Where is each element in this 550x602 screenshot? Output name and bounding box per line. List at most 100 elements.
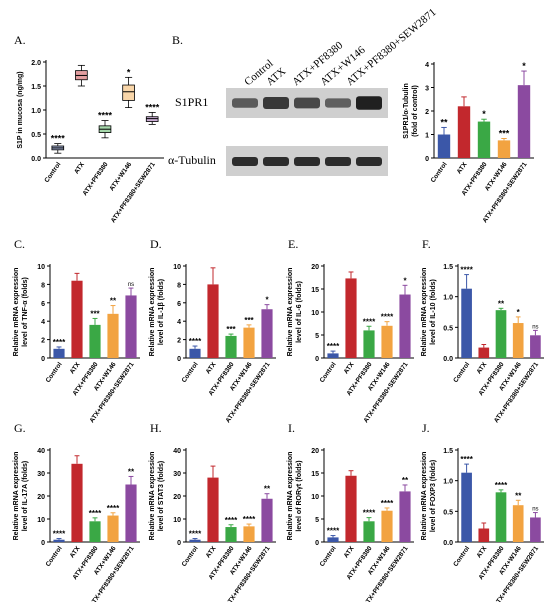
chart-panel-g: 0 10 20 30 40 Relative mRNA expression level o… (13, 448, 140, 602)
y-tick-label: 3 (425, 86, 429, 93)
chart-panel-j: 0.0 0.5 1.0 1.5 Relative mRNA expression leve… (421, 448, 544, 602)
bar (89, 521, 101, 542)
y-tick-label: 4 (41, 319, 45, 326)
panel-label-g: G. (14, 421, 26, 435)
bar (225, 527, 237, 542)
tubulin-band (232, 157, 258, 166)
x-tick-label: ATX (69, 361, 82, 376)
y-axis-label: Relative mRNA expression level of TNF-α (… (13, 268, 29, 357)
bar (363, 521, 375, 542)
bar (461, 472, 472, 542)
y-axis-label-line: level of RORγt (folds) (296, 460, 303, 531)
x-tick-label: Control (181, 545, 200, 568)
chart-panel-c: 0 2 4 6 8 10 Relative mRNA expression level of … (13, 264, 140, 424)
significance-marker: **** (363, 509, 376, 518)
bar (437, 134, 451, 158)
y-tick-label: 0 (177, 356, 181, 363)
y-tick-label: 20 (37, 494, 45, 501)
y-tick-label: 0.0 (31, 156, 41, 163)
y-tick-label: 4 (177, 319, 181, 326)
significance-marker: **** (53, 530, 66, 539)
significance-marker: **** (189, 337, 202, 346)
x-tick-label: Control (45, 545, 64, 568)
x-tick-label: Control (319, 545, 338, 568)
y-axis-label-line: level of STAT3 (folds) (158, 461, 165, 532)
s1pr1-band (263, 97, 289, 109)
significance-marker: **** (363, 317, 376, 326)
y-tick-label: 0.0 (443, 356, 453, 363)
bar (89, 324, 101, 358)
x-tick-label: ATX+PF8380+SEW2871 (110, 161, 157, 224)
y-tick-label: 15 (311, 471, 319, 478)
bar (207, 284, 219, 358)
bar (53, 348, 65, 358)
panel-label-a: A. (14, 33, 26, 47)
y-axis-label: Relative mRNA expression level of IL-1β (… (149, 268, 165, 357)
panel-label-b: B. (172, 33, 183, 47)
y-axis-label-line: Relative mRNA expression (149, 452, 156, 541)
x-tick-label: Control (430, 161, 449, 184)
y-tick-label: 10 (311, 494, 319, 501)
bar (189, 348, 201, 358)
y-tick-label: 5 (315, 333, 319, 340)
bar (107, 515, 119, 542)
x-tick-label: ATX (343, 545, 356, 560)
y-tick-label: 30 (37, 471, 45, 478)
panel-label-h: H. (150, 421, 162, 435)
chart-panel-i: 0 5 10 15 20 Relative mRNA expression level of… (287, 448, 414, 602)
x-tick-label: ATX (205, 361, 218, 376)
bar (53, 539, 65, 542)
y-axis-label-line: (fold of control) (412, 85, 419, 137)
significance-marker: **** (107, 504, 120, 513)
y-axis-label: S1P in mucosa (ng/mg) (17, 71, 24, 148)
y-tick-label: 1.5 (443, 448, 453, 455)
panel-label-i: I. (288, 421, 295, 435)
bar (530, 335, 541, 358)
x-tick-label: Control (43, 161, 62, 184)
bar (461, 288, 472, 358)
y-tick-label: 1 (425, 133, 429, 140)
significance-marker: *** (499, 128, 510, 138)
y-tick-label: 0 (177, 540, 181, 547)
bar (327, 353, 339, 358)
y-tick-label: 2.0 (31, 60, 41, 67)
y-tick-label: 0 (425, 156, 429, 163)
panel-label-e: E. (288, 237, 298, 251)
y-tick-label: 8 (41, 282, 45, 289)
significance-marker: * (517, 308, 521, 317)
bar (345, 475, 357, 542)
y-axis-label-line: level of IL-1β (folds) (158, 279, 165, 345)
s1pr1-band (325, 98, 351, 108)
bar (399, 491, 411, 542)
y-axis-label-line: level of TNF-α (folds) (22, 277, 29, 347)
bar (71, 280, 83, 358)
x-tick-label: ATX (69, 545, 82, 560)
y-tick-label: 0 (315, 540, 319, 547)
chart-panel-h: 0 10 20 30 40 Relative mRNA expression level o… (149, 448, 276, 602)
western-blot-panel: Control ATX ATX+PF8380 ATX+W146 ATX+PF83… (168, 6, 439, 176)
y-axis-label-line: Relative mRNA expression (149, 268, 156, 357)
significance-marker: **** (189, 530, 202, 539)
y-tick-label: 2 (177, 338, 181, 345)
y-tick-label: 2 (425, 109, 429, 116)
y-tick-label: 0.5 (31, 132, 41, 139)
y-axis-label: Relative mRNA expression level of FOXP3 (… (421, 452, 437, 541)
significance-marker: **** (327, 527, 340, 536)
bar (457, 106, 471, 158)
y-axis-label-line: Relative mRNA expression (13, 452, 20, 541)
panel-label-f: F. (422, 237, 431, 251)
blot-band-label-s1pr1: S1PR1 (175, 95, 208, 109)
bar (71, 463, 83, 542)
significance-marker: **** (51, 134, 66, 144)
s1pr1-band (294, 97, 320, 109)
y-tick-label: 6 (177, 301, 181, 308)
y-tick-label: 30 (173, 471, 181, 478)
y-axis-label-line: S1P in mucosa (ng/mg) (17, 71, 24, 148)
bar (381, 510, 393, 542)
y-tick-label: 10 (173, 264, 181, 271)
y-tick-label: 0 (41, 540, 45, 547)
y-tick-label: 1.0 (443, 295, 453, 302)
